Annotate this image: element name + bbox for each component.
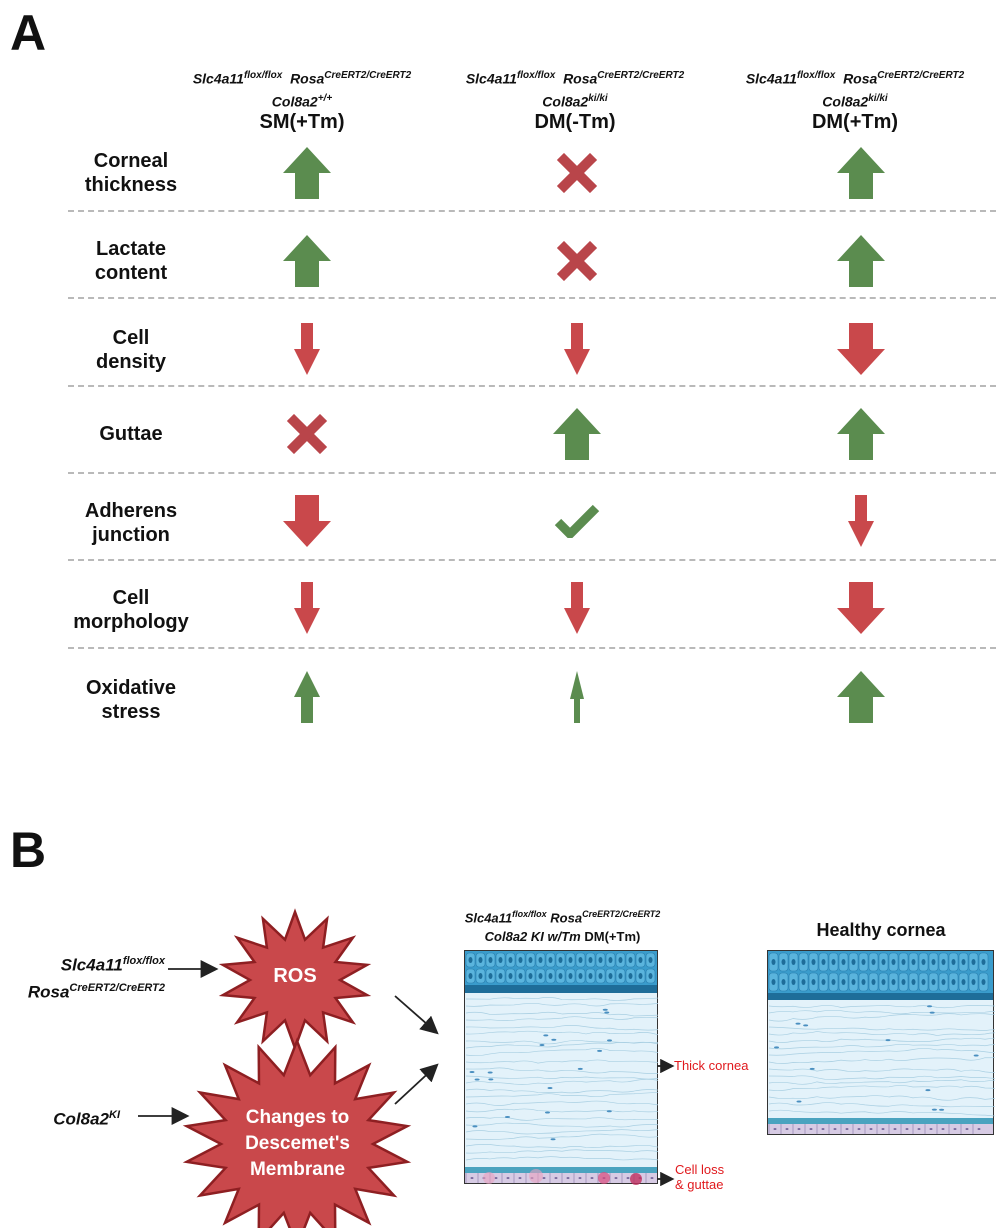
cross-icon — [287, 414, 327, 454]
down-arrow-icon — [294, 323, 320, 375]
arrow-ros-to-cornea — [394, 995, 439, 1035]
row-label-cell-density: Cell density — [95, 327, 167, 373]
healthy-cornea-illustration — [767, 950, 995, 1135]
down-arrow-icon — [848, 495, 874, 547]
check-icon — [554, 504, 600, 538]
down-arrow-icon — [564, 323, 590, 375]
diseased-cornea-title: Slc4a11flox/flox RosaCreERT2/CreERT2 Col… — [464, 909, 661, 945]
row-label-cell-morphology: Cell morphology — [73, 587, 189, 633]
stroma — [768, 1005, 995, 1117]
descemet-membrane — [768, 1118, 993, 1124]
column-header-2: Slc4a11flox/flox RosaCreERT2/CreERT2 Col… — [425, 66, 725, 133]
descemet-membrane — [465, 1167, 657, 1173]
row-label-guttae: Guttae — [99, 423, 163, 445]
up-arrow-icon — [837, 671, 885, 723]
thick-cornea-label: Thick cornea — [674, 1058, 749, 1073]
column-header-1: Slc4a11flox/flox RosaCreERT2/CreERT2 Col… — [152, 66, 452, 133]
input-genotype-slc4a11: Slc4a11flox/flox RosaCreERT2/CreERT2 — [27, 955, 165, 1002]
down-arrow-icon — [564, 582, 590, 634]
row-label-oxidative-stress: Oxidative stress — [85, 677, 177, 723]
row-label-corneal-thickness: Corneal thickness — [84, 150, 178, 196]
row-divider — [68, 297, 996, 299]
row-divider — [68, 210, 996, 212]
up-arrow-icon — [283, 235, 331, 287]
row-divider — [68, 385, 996, 387]
ros-label: ROS — [273, 965, 317, 987]
cross-icon — [557, 153, 597, 193]
down-arrow-icon — [837, 582, 885, 634]
genotype-line-1: Slc4a11flox/flox RosaCreERT2/CreERT2 — [745, 70, 965, 87]
cell-loss-label: Cell loss & guttae — [675, 1162, 725, 1192]
input-genotype-col8a2: Col8a2KI — [53, 1109, 120, 1129]
down-arrow-icon — [294, 582, 320, 634]
up-arrow-icon — [837, 235, 885, 287]
row-divider — [68, 647, 996, 649]
genotype-line-2: Col8a2ki/ki — [542, 92, 608, 110]
up-arrow-icon — [294, 671, 320, 723]
genotype-line-2: Col8a2+/+ — [271, 92, 333, 110]
annotation-arrows — [657, 1058, 675, 1187]
panel-letter-b: B — [10, 822, 47, 878]
panel-b-drawing — [138, 908, 439, 1228]
group-label: DM(+Tm) — [811, 111, 899, 134]
stroma — [465, 997, 659, 1161]
descemet-label: Changes to Descemet's Membrane — [245, 1107, 350, 1180]
cross-icon — [557, 241, 597, 281]
healthy-cornea-title: Healthy cornea — [816, 920, 946, 940]
genotype-line-1: Slc4a11flox/flox RosaCreERT2/CreERT2 — [465, 70, 685, 87]
up-arrow-icon — [283, 147, 331, 199]
down-arrow-icon — [283, 495, 331, 547]
diseased-cornea-illustration — [464, 950, 659, 1185]
genotype-line-1: Slc4a11flox/flox RosaCreERT2/CreERT2 — [192, 70, 412, 87]
arrow-dm-to-cornea — [394, 1063, 439, 1105]
column-header-3: Slc4a11flox/flox RosaCreERT2/CreERT2 Col… — [705, 66, 997, 133]
up-arrow-icon — [570, 671, 584, 723]
genotype-line-2: Col8a2ki/ki — [822, 92, 888, 110]
up-arrow-icon — [553, 408, 601, 460]
group-label: DM(-Tm) — [534, 111, 616, 134]
row-divider — [68, 472, 996, 474]
panel-letter-a: A — [10, 5, 47, 61]
endothelium — [465, 1173, 657, 1183]
up-arrow-icon — [837, 408, 885, 460]
row-label-lactate-content: Lactate content — [94, 238, 168, 284]
group-label: SM(+Tm) — [259, 111, 345, 134]
row-label-adherens-junction: Adherens junction — [84, 500, 178, 546]
up-arrow-icon — [837, 147, 885, 199]
descemet-burst — [182, 1037, 412, 1228]
row-divider — [68, 559, 996, 561]
endothelium — [768, 1124, 993, 1134]
down-arrow-icon — [837, 323, 885, 375]
